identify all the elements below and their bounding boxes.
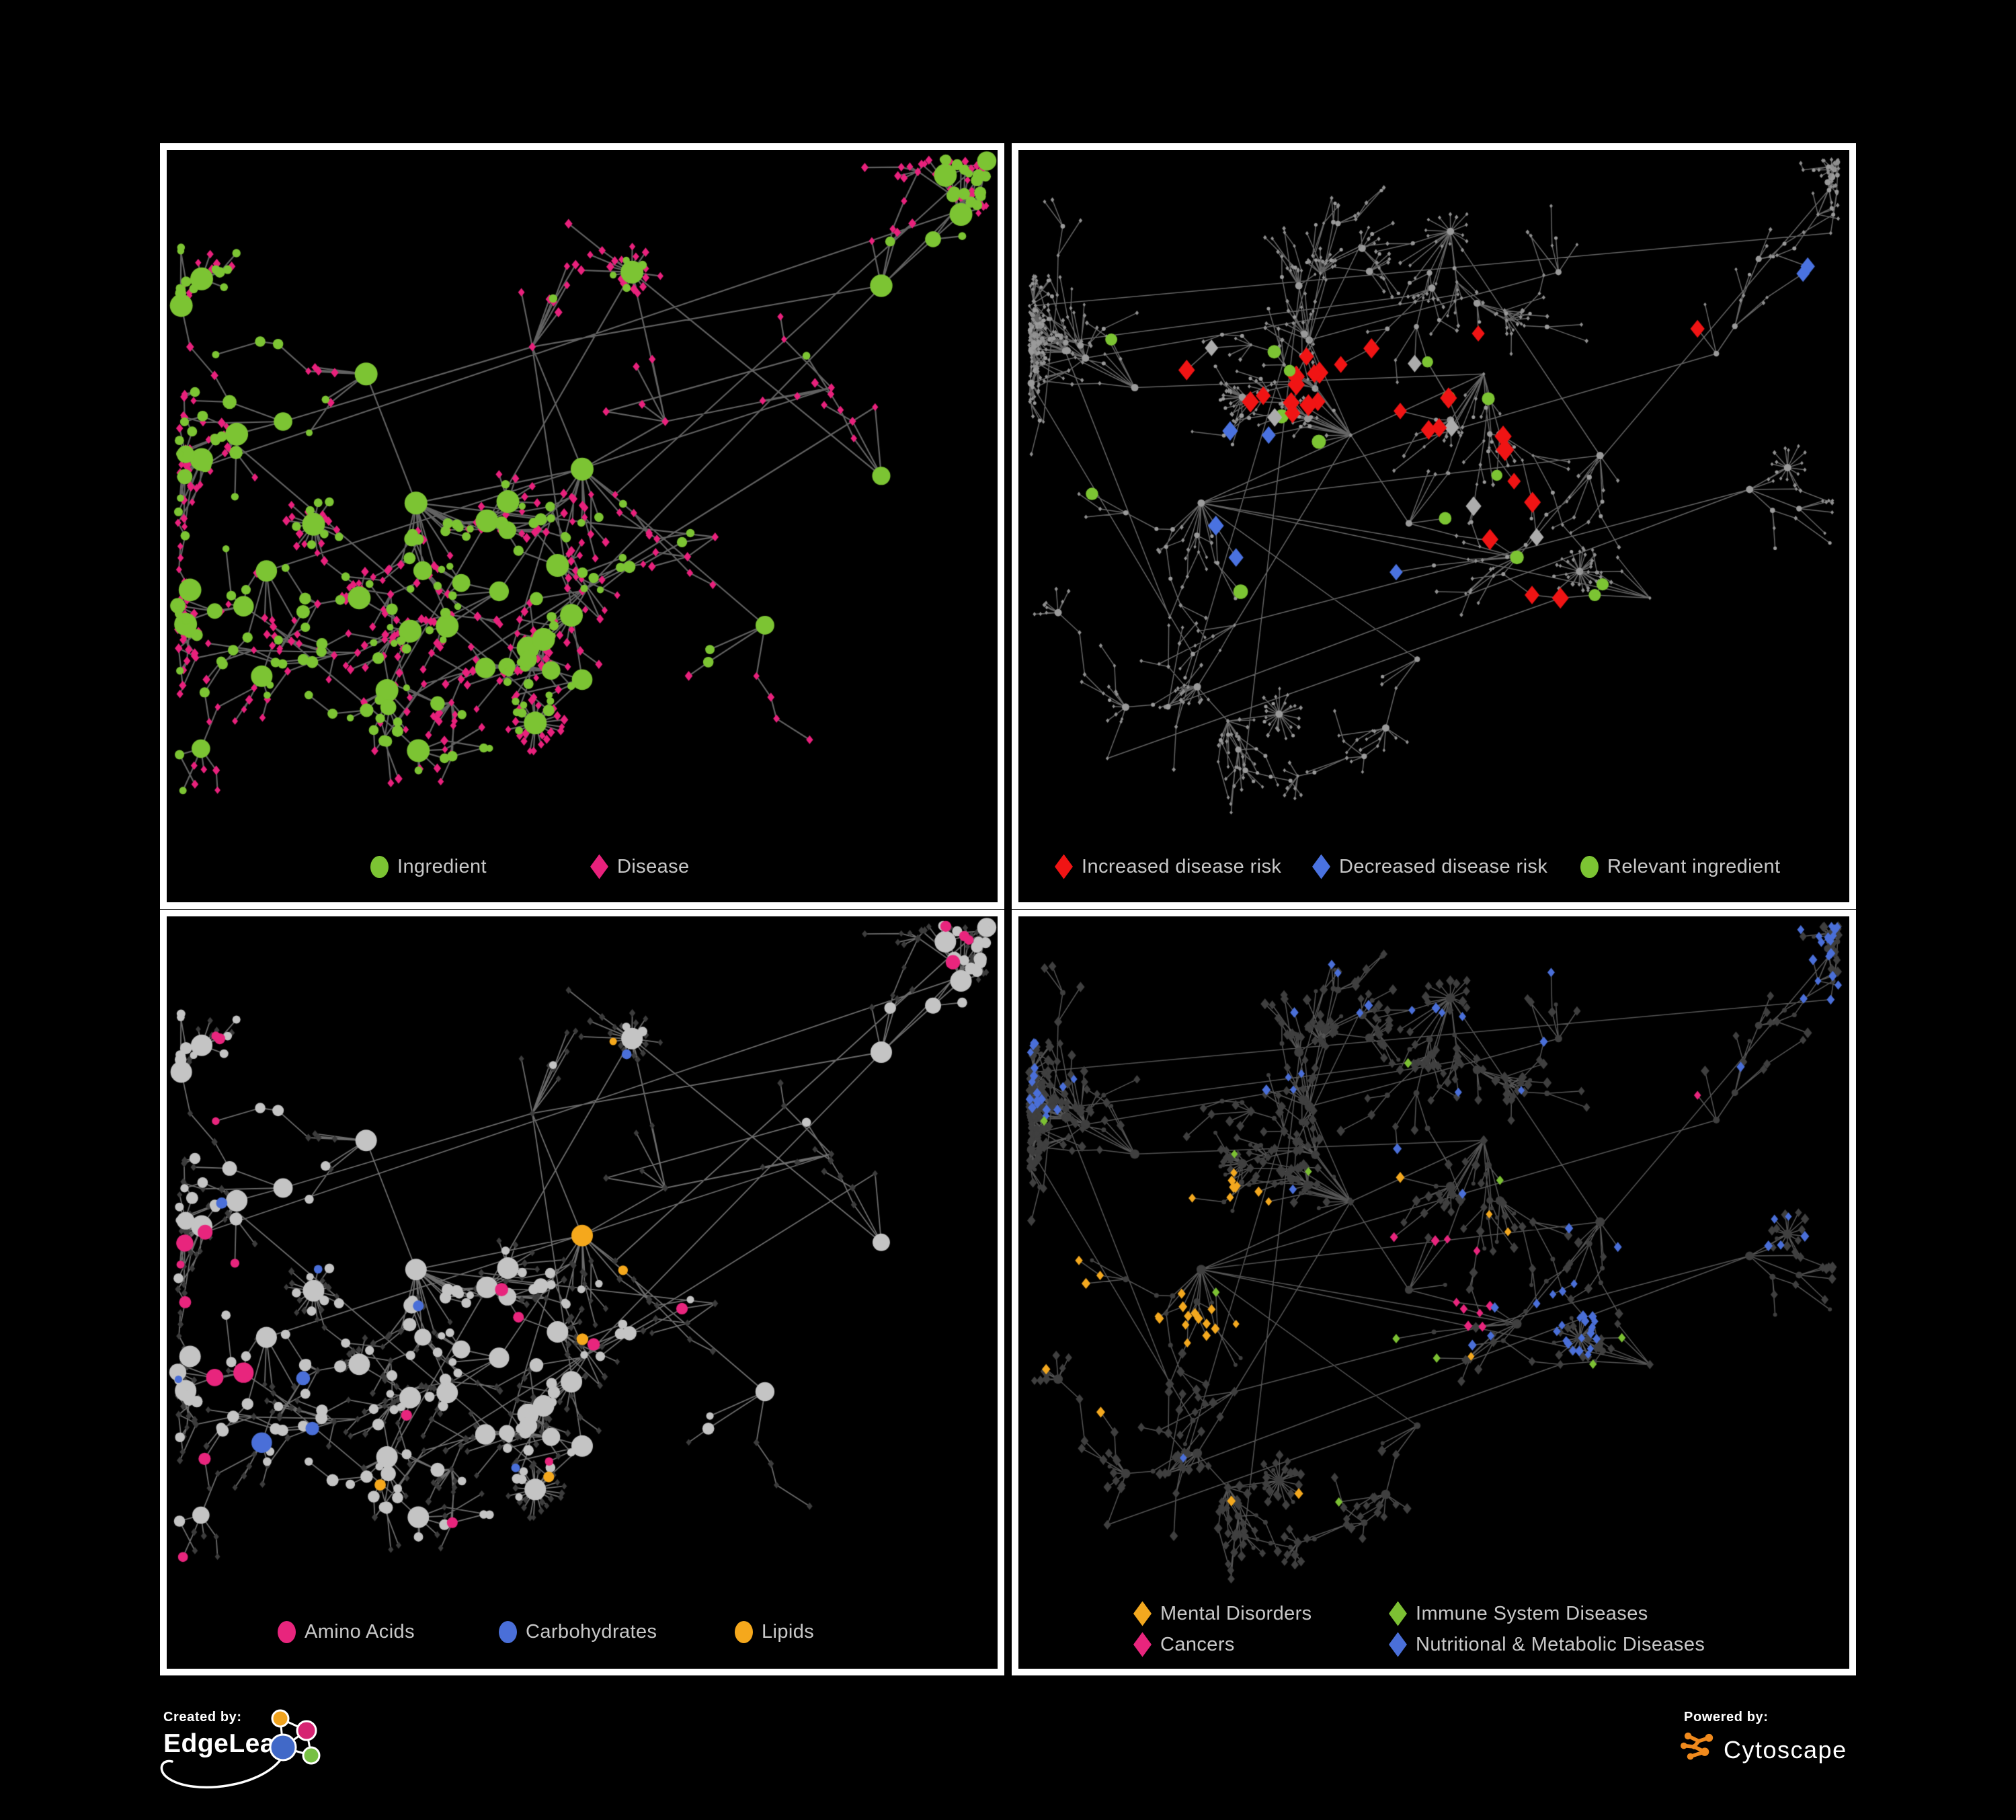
legend-symbol-diamond-icon xyxy=(1055,854,1073,879)
edgeleap-wordmark: EdgeLeap xyxy=(163,1729,292,1758)
legend-symbol-circle-icon xyxy=(735,1620,753,1643)
nutrient-class-graph-canvas xyxy=(167,916,998,1669)
edgeleap-logo-icon xyxy=(160,1709,321,1789)
legend-symbol-circle-icon xyxy=(499,1620,517,1643)
legend-symbol-diamond-icon xyxy=(1312,854,1330,879)
legend-item: Disease xyxy=(590,854,690,879)
legend-label: Disease xyxy=(617,855,690,877)
legend-item: Relevant ingredient xyxy=(1580,854,1780,879)
legend-item: Immune System Diseases xyxy=(1389,1601,1648,1626)
legend-symbol-circle-icon xyxy=(1580,855,1599,878)
legend-item: Nutritional & Metabolic Diseases xyxy=(1389,1632,1705,1657)
disease-class-graph-canvas xyxy=(1018,916,1849,1669)
created-by-label: Created by: xyxy=(163,1710,242,1725)
legend-symbol-diamond-icon xyxy=(1389,1632,1407,1657)
legend-label: Nutritional & Metabolic Diseases xyxy=(1416,1633,1705,1655)
panel-ingredient-disease: Ingredient Disease xyxy=(160,143,1004,909)
legend-label: Carbohydrates xyxy=(526,1620,657,1643)
legend-item: Mental Disorders xyxy=(1133,1601,1312,1626)
panel-nutrient-classes: Amino Acids Carbohydrates Lipids xyxy=(160,910,1004,1675)
ingredient-disease-graph-canvas xyxy=(167,150,998,902)
legend-item: Amino Acids xyxy=(278,1619,415,1645)
legend-symbol-diamond-icon xyxy=(1133,1601,1152,1626)
cytoscape-logo-icon xyxy=(1681,1732,1713,1760)
powered-by-label: Powered by: xyxy=(1684,1710,1769,1725)
legend-label: Immune System Diseases xyxy=(1416,1602,1648,1624)
legend-label: Amino Acids xyxy=(305,1620,415,1643)
legend-symbol-diamond-icon xyxy=(1389,1601,1407,1626)
legend-label: Cancers xyxy=(1160,1633,1235,1655)
panel-disease-risk: Increased disease risk Decreased disease … xyxy=(1012,143,1856,909)
legend-item: Increased disease risk xyxy=(1055,854,1281,879)
legend-label: Lipids xyxy=(762,1620,815,1643)
legend-item: Ingredient xyxy=(370,854,487,879)
legend-symbol-circle-icon xyxy=(278,1620,296,1643)
legend-item: Decreased disease risk xyxy=(1312,854,1547,879)
legend-label: Decreased disease risk xyxy=(1339,855,1548,877)
legend-symbol-diamond-icon xyxy=(590,854,608,879)
legend-label: Ingredient xyxy=(397,855,487,877)
legend-label: Increased disease risk xyxy=(1082,855,1282,877)
cytoscape-wordmark: Cytoscape xyxy=(1724,1736,1847,1764)
legend-item: Cancers xyxy=(1133,1632,1235,1657)
legend-label: Mental Disorders xyxy=(1160,1602,1312,1624)
legend-symbol-circle-icon xyxy=(370,855,389,878)
legend-item: Lipids xyxy=(735,1619,814,1645)
edgeleap-swoosh xyxy=(160,1755,284,1789)
panel-disease-classes: Mental Disorders Immune System Diseases Ca… xyxy=(1012,910,1856,1675)
legend-label: Relevant ingredient xyxy=(1607,855,1781,877)
legend-symbol-diamond-icon xyxy=(1133,1632,1152,1657)
legend-item: Carbohydrates xyxy=(499,1619,657,1645)
disease-risk-graph-canvas xyxy=(1018,150,1849,902)
